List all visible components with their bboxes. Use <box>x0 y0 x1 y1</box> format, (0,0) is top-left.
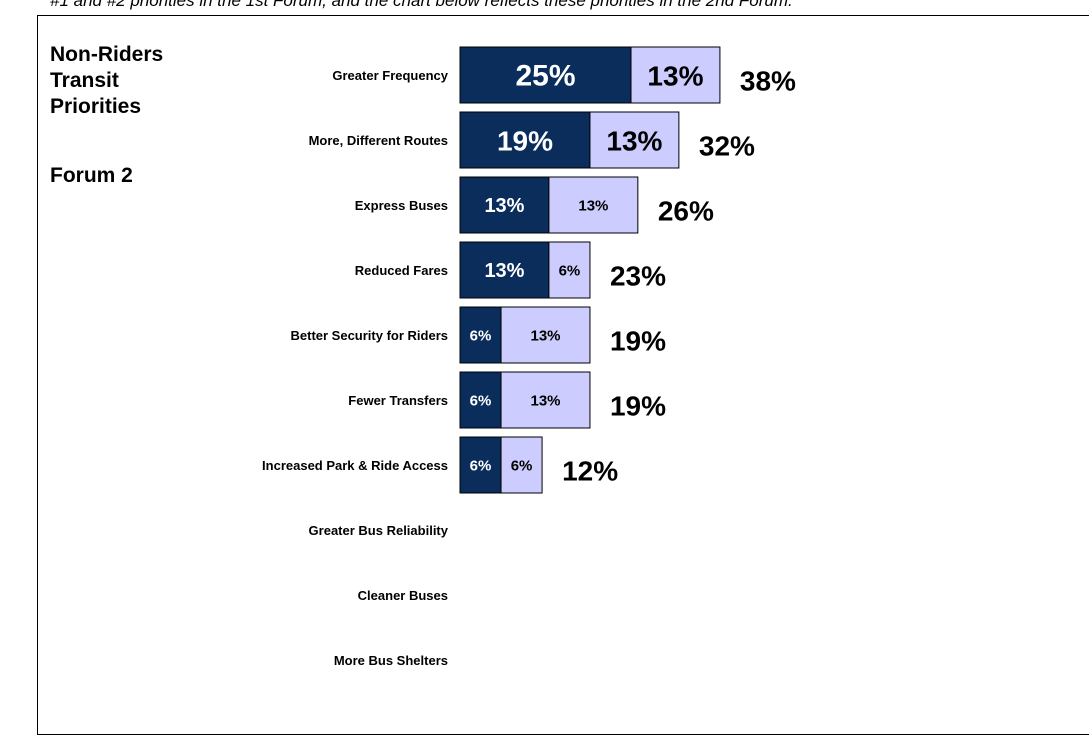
total-label: 19% <box>610 326 666 357</box>
total-label: 12% <box>562 456 618 487</box>
category-label: More, Different Routes <box>308 132 448 148</box>
value-label: 13% <box>484 260 524 282</box>
total-label: 32% <box>699 131 755 162</box>
bar-segment <box>548 176 639 234</box>
total-label: 26% <box>658 196 714 227</box>
value-label: 19% <box>497 126 553 157</box>
category-label: Greater Frequency <box>332 67 448 83</box>
value-label: 13% <box>578 198 608 215</box>
category-label: Fewer Transfers <box>348 392 448 408</box>
value-label: 6% <box>470 458 492 475</box>
category-label: More Bus Shelters <box>333 652 448 668</box>
top-note: #1 and #2 priorities in the 1st Forum, a… <box>50 0 793 10</box>
category-label: Greater Bus Reliability <box>308 522 448 538</box>
bar-segment <box>459 46 632 104</box>
bar-segment <box>459 241 550 299</box>
value-label: 13% <box>647 61 703 92</box>
bar-segment <box>500 306 591 364</box>
category-label: Express Buses <box>354 197 448 213</box>
value-label: 13% <box>484 195 524 217</box>
value-label: 13% <box>606 126 662 157</box>
bar-segment <box>459 436 502 494</box>
value-label: 6% <box>511 458 533 475</box>
bar-segment <box>500 436 543 494</box>
total-label: 23% <box>610 261 666 292</box>
chart: 25% 13% 38% 19% 13% 32% 13% 13% 26% 13% 6% 23% 6% 13%… <box>459 46 796 494</box>
chart-title: Non-Riders Transit Priorities <box>50 43 164 118</box>
bar-segment <box>589 111 680 169</box>
total-label: 38% <box>740 66 796 97</box>
value-label: 13% <box>530 393 560 410</box>
bar-segment <box>630 46 721 104</box>
bar-segment <box>500 371 591 429</box>
category-label: Cleaner Buses <box>357 587 448 603</box>
bar-segment <box>459 306 502 364</box>
page: {"note": "#1 and #2 priorities in the 1s… <box>37 0 1089 735</box>
bar-segment <box>459 371 502 429</box>
category-label: Increased Park & Ride Access <box>262 457 448 473</box>
bar-segment <box>548 241 591 299</box>
value-label: 6% <box>470 393 492 410</box>
category-label: Better Security for Riders <box>290 327 449 343</box>
total-label: 19% <box>610 391 666 422</box>
value-label: 13% <box>530 328 560 345</box>
value-label: 6% <box>559 263 581 280</box>
value-label: 6% <box>470 328 492 345</box>
chart-subtitle: Forum 2 <box>50 164 133 187</box>
value-label: 25% <box>515 60 575 93</box>
category-label: Reduced Fares <box>354 262 448 278</box>
